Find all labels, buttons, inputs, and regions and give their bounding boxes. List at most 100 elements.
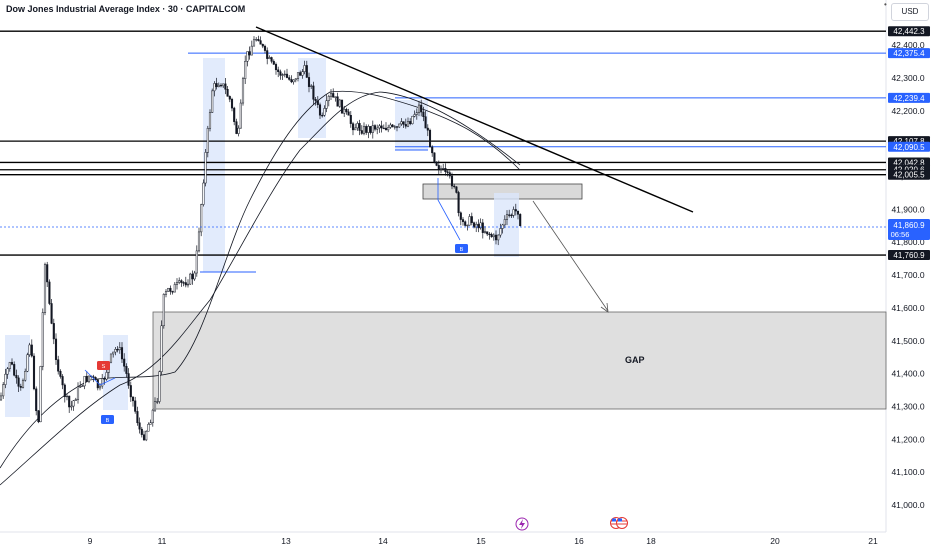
- candle: [343, 105, 346, 117]
- candle-body: [6, 368, 9, 375]
- candle-body: [281, 74, 284, 76]
- candle-body: [147, 424, 150, 432]
- candle-body: [367, 126, 370, 133]
- candle: [162, 293, 165, 329]
- candle-body: [145, 431, 148, 441]
- candle-body: [138, 422, 141, 430]
- candle-body: [41, 312, 44, 367]
- candle-body: [457, 192, 460, 214]
- level-tag: 42,005.5: [888, 169, 930, 180]
- candle-body: [461, 219, 465, 222]
- candle: [384, 122, 388, 131]
- candle: [459, 211, 462, 226]
- level-tag-value: 42,442.3: [893, 27, 925, 36]
- candle-body: [508, 214, 511, 216]
- highlight-box: [203, 58, 225, 272]
- candle-body: [277, 69, 280, 72]
- candle-body: [8, 362, 11, 369]
- sell-marker-label: S: [102, 364, 106, 370]
- candle-body: [140, 428, 143, 435]
- level-tag: 42,090.5: [888, 141, 930, 152]
- candle-body: [501, 224, 504, 229]
- candle: [43, 262, 47, 316]
- candle-body: [411, 115, 414, 125]
- candle: [488, 231, 491, 240]
- candle-body: [219, 84, 223, 87]
- candle: [395, 125, 399, 132]
- candle-body: [378, 125, 381, 129]
- candle: [426, 124, 429, 137]
- candle-body: [70, 405, 73, 408]
- candle: [316, 96, 319, 109]
- candle-body: [270, 57, 273, 62]
- candle-body: [266, 50, 269, 59]
- candle-body: [301, 71, 304, 76]
- candle: [200, 203, 203, 237]
- candle: [246, 51, 249, 67]
- candle-body: [512, 209, 515, 216]
- y-tick-label: 41,000.0: [891, 500, 924, 510]
- y-tick-label: 41,100.0: [891, 467, 924, 477]
- candle: [151, 409, 154, 427]
- candle-body: [142, 434, 146, 441]
- moving-average-slow: [0, 91, 521, 486]
- candle-body: [336, 96, 339, 107]
- currency-selector[interactable]: USD: [891, 3, 929, 21]
- candle: [193, 270, 196, 281]
- candle-body: [101, 378, 104, 387]
- candle-body: [123, 358, 126, 367]
- candle-body: [241, 78, 245, 104]
- candle-body: [19, 386, 22, 388]
- candle: [340, 99, 344, 114]
- candle: [85, 371, 88, 383]
- sell-marker[interactable]: S: [97, 361, 110, 370]
- candle-body: [343, 109, 346, 114]
- candle-body: [395, 126, 399, 128]
- candle: [175, 278, 179, 290]
- price-axis[interactable]: 41,000.0 41,100.0 41,200.0 41,300.0 41,400.0…: [891, 40, 924, 510]
- lightning-icon[interactable]: [515, 517, 529, 531]
- candle: [129, 381, 132, 402]
- candle: [439, 165, 443, 174]
- candle: [171, 290, 174, 295]
- candle: [37, 409, 40, 424]
- candle-body: [118, 347, 121, 351]
- candle-body: [274, 64, 278, 71]
- candle-body: [24, 371, 27, 381]
- candle-body: [327, 95, 330, 101]
- candle-body: [208, 112, 212, 129]
- candle-body: [43, 264, 47, 313]
- candle: [244, 55, 247, 84]
- candle: [96, 379, 99, 391]
- candle: [222, 83, 225, 88]
- candle-body: [347, 111, 350, 116]
- candle: [283, 70, 286, 78]
- y-tick-label: 41,700.0: [891, 270, 924, 280]
- candle-body: [290, 79, 293, 83]
- candle-body: [109, 353, 113, 363]
- candle-body: [334, 96, 337, 98]
- candle: [116, 346, 119, 353]
- candle: [118, 342, 121, 354]
- buy-marker-label: B: [460, 247, 464, 253]
- candle: [486, 231, 489, 237]
- time-axis[interactable]: 9 11 13 14 15 16 18 20 21: [88, 536, 878, 546]
- buy-marker[interactable]: B: [455, 244, 468, 253]
- x-tick-label: 20: [770, 536, 780, 546]
- candle: [281, 73, 284, 81]
- candle-body: [439, 168, 443, 170]
- candle: [274, 62, 278, 75]
- candle-body: [127, 373, 130, 386]
- y-tick-label: 41,800.0: [891, 237, 924, 247]
- candle: [272, 59, 275, 65]
- candle: [134, 396, 137, 414]
- candle: [318, 102, 322, 119]
- candle: [191, 270, 194, 285]
- candle-body: [204, 152, 207, 184]
- menu-dot-icon[interactable]: •: [884, 0, 887, 9]
- candle: [404, 118, 407, 129]
- candle-body: [65, 395, 69, 398]
- us-flag-icon[interactable]: [610, 517, 628, 529]
- buy-marker[interactable]: B: [101, 415, 114, 424]
